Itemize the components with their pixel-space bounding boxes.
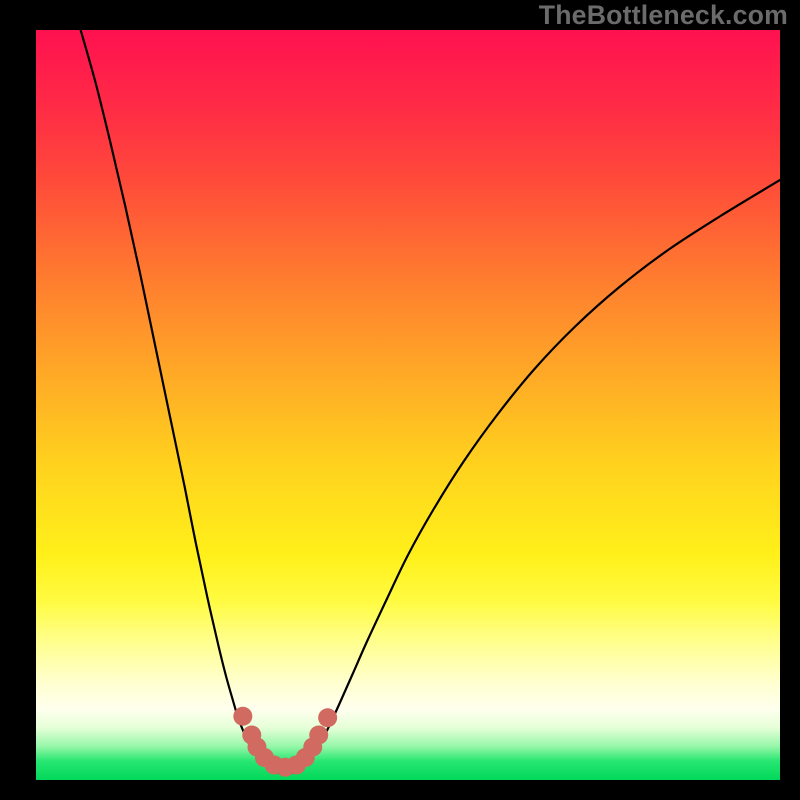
bottleneck-chart [0,0,800,800]
marker-dot [233,707,252,726]
plot-area [36,30,780,780]
marker-dot [309,726,328,745]
marker-dot [318,708,337,727]
watermark-text: TheBottleneck.com [539,0,788,31]
stage: TheBottleneck.com [0,0,800,800]
